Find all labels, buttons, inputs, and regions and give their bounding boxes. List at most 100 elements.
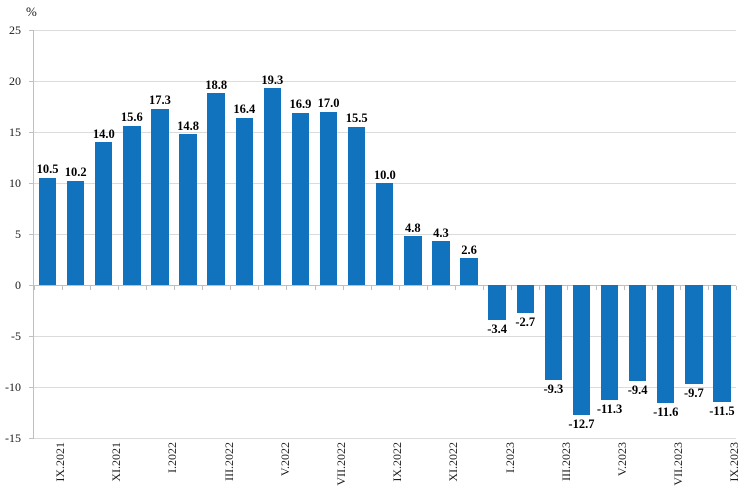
bar [516, 285, 534, 313]
bar [207, 93, 225, 285]
y-tick-label: 25 [9, 22, 21, 37]
bar [66, 180, 85, 285]
x-axis-tick [567, 286, 569, 290]
bar [123, 125, 141, 285]
bar-value-label: 10.5 [36, 162, 59, 177]
bar [685, 285, 703, 384]
bar [628, 285, 647, 381]
bar-value-label: 10.0 [373, 167, 396, 182]
bar [319, 111, 338, 285]
y-tick-label: -15 [5, 430, 21, 445]
gridline [33, 387, 736, 388]
x-axis-tick [286, 286, 288, 290]
bar-value-label: -11.6 [653, 405, 679, 420]
bar [376, 183, 394, 285]
x-axis-tick [539, 286, 541, 290]
gridline [33, 81, 736, 82]
x-axis-tick [455, 286, 456, 290]
bar-value-label: 4.3 [433, 225, 449, 240]
bar-value-label: -3.4 [487, 321, 508, 336]
y-tick-label: -5 [11, 328, 21, 343]
x-axis-tick [89, 286, 91, 290]
bar [151, 108, 169, 285]
x-axis-tick [342, 286, 344, 290]
y-tick-label: 15 [9, 124, 21, 139]
x-axis-tick [651, 286, 653, 290]
y-axis-tick [28, 285, 34, 286]
bar-value-label: 14.0 [92, 126, 115, 141]
bar [600, 285, 619, 401]
x-tick-label: I.2023 [502, 442, 517, 473]
x-axis-tick [314, 286, 316, 290]
bar [460, 258, 478, 285]
y-axis-unit-label: % [26, 4, 37, 19]
gridline [33, 132, 736, 133]
y-axis-tick [28, 30, 34, 31]
bar-value-label: 2.6 [461, 242, 477, 257]
bar [95, 142, 113, 285]
zero-axis-line [33, 285, 736, 286]
x-axis-tick [511, 286, 513, 290]
x-axis-tick [33, 286, 35, 290]
x-tick-label: VII.2022 [334, 442, 349, 486]
x-tick-label: I.2022 [165, 442, 180, 473]
bar [179, 134, 197, 285]
x-axis-tick [426, 286, 428, 290]
y-axis-tick [28, 234, 34, 235]
x-axis-tick [117, 286, 119, 290]
x-axis-tick [736, 286, 737, 290]
bar [263, 88, 282, 285]
x-axis-tick [483, 286, 485, 290]
bar-value-label: -12.7 [568, 416, 595, 431]
x-tick-label: IX.2021 [53, 442, 68, 482]
y-tick-label: 0 [15, 277, 21, 292]
x-axis-tick [230, 286, 232, 290]
bar-value-label: -11.5 [709, 404, 735, 419]
x-tick-label: IX.2023 [727, 442, 740, 482]
bar [544, 285, 563, 380]
x-tick-label: IX.2022 [390, 442, 405, 482]
x-tick-label: III.2023 [558, 442, 573, 481]
x-axis-tick [595, 286, 597, 290]
bar-value-label: 15.6 [120, 110, 143, 125]
x-axis-tick [370, 286, 372, 290]
x-tick-label: XI.2021 [109, 442, 124, 482]
y-tick-label: -10 [5, 379, 21, 394]
bar-value-label: -9.7 [683, 385, 704, 400]
y-axis-tick [28, 438, 34, 439]
bar-value-label: 14.8 [177, 118, 199, 133]
x-tick-label: VII.2023 [671, 442, 686, 486]
bar-value-label: 18.8 [205, 77, 228, 92]
x-axis-tick [145, 286, 147, 290]
y-axis-line [33, 30, 34, 438]
y-tick-label: 10 [9, 175, 21, 190]
y-axis-tick [28, 387, 34, 388]
x-axis-tick [623, 286, 625, 290]
y-axis-tick [28, 81, 34, 82]
x-axis-tick [202, 286, 204, 290]
x-axis-tick [398, 286, 400, 290]
bar-value-label: 17.0 [317, 96, 340, 111]
bar-value-label: -11.3 [596, 402, 623, 417]
bar-value-label: -9.3 [543, 381, 564, 396]
bar-value-label: 19.3 [261, 72, 284, 87]
gridline [33, 438, 736, 439]
x-tick-label: III.2022 [221, 442, 236, 481]
y-axis-tick [28, 132, 34, 133]
bar [291, 112, 310, 285]
x-tick-label: XI.2022 [446, 442, 461, 482]
bar-value-label: 4.8 [405, 220, 421, 235]
x-axis-tick [258, 286, 260, 290]
bar [488, 285, 506, 320]
y-tick-label: 5 [15, 226, 21, 241]
bar-value-label: 15.5 [345, 111, 368, 126]
bar [347, 126, 366, 285]
x-tick-label: V.2023 [615, 442, 630, 477]
x-axis-tick [174, 286, 175, 290]
bar [657, 285, 675, 404]
y-axis-tick [28, 336, 34, 337]
bar [404, 236, 422, 285]
x-axis-tick [707, 286, 709, 290]
x-axis-tick [61, 286, 63, 290]
